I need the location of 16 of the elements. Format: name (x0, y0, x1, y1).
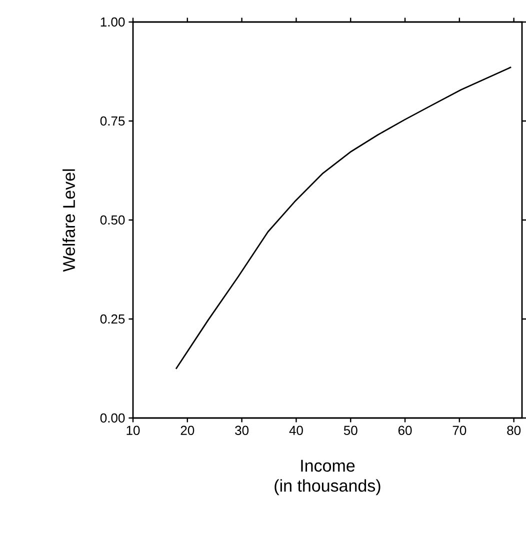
x-tick-label: 70 (452, 426, 466, 435)
x-tick-label: 30 (235, 426, 249, 435)
y-tick-label: 0.50 (100, 215, 125, 225)
x-tick-label: 50 (344, 426, 358, 435)
x-tick-label: 20 (180, 426, 194, 435)
y-tick-label: 0.00 (100, 413, 125, 423)
x-tick-label: 40 (289, 426, 303, 435)
y-axis-title: Welfare Level (62, 169, 76, 272)
line-series (175, 66, 512, 370)
x-tick-label: 60 (398, 426, 412, 435)
x-tick-label: 80 (507, 426, 521, 435)
y-tick-label: 0.25 (100, 314, 125, 324)
y-tick-label: 0.75 (100, 116, 125, 126)
y-tick-label: 1.00 (100, 17, 125, 27)
x-axis-title: Income (in thousands) (274, 460, 380, 496)
x-tick-label: 10 (126, 426, 140, 435)
